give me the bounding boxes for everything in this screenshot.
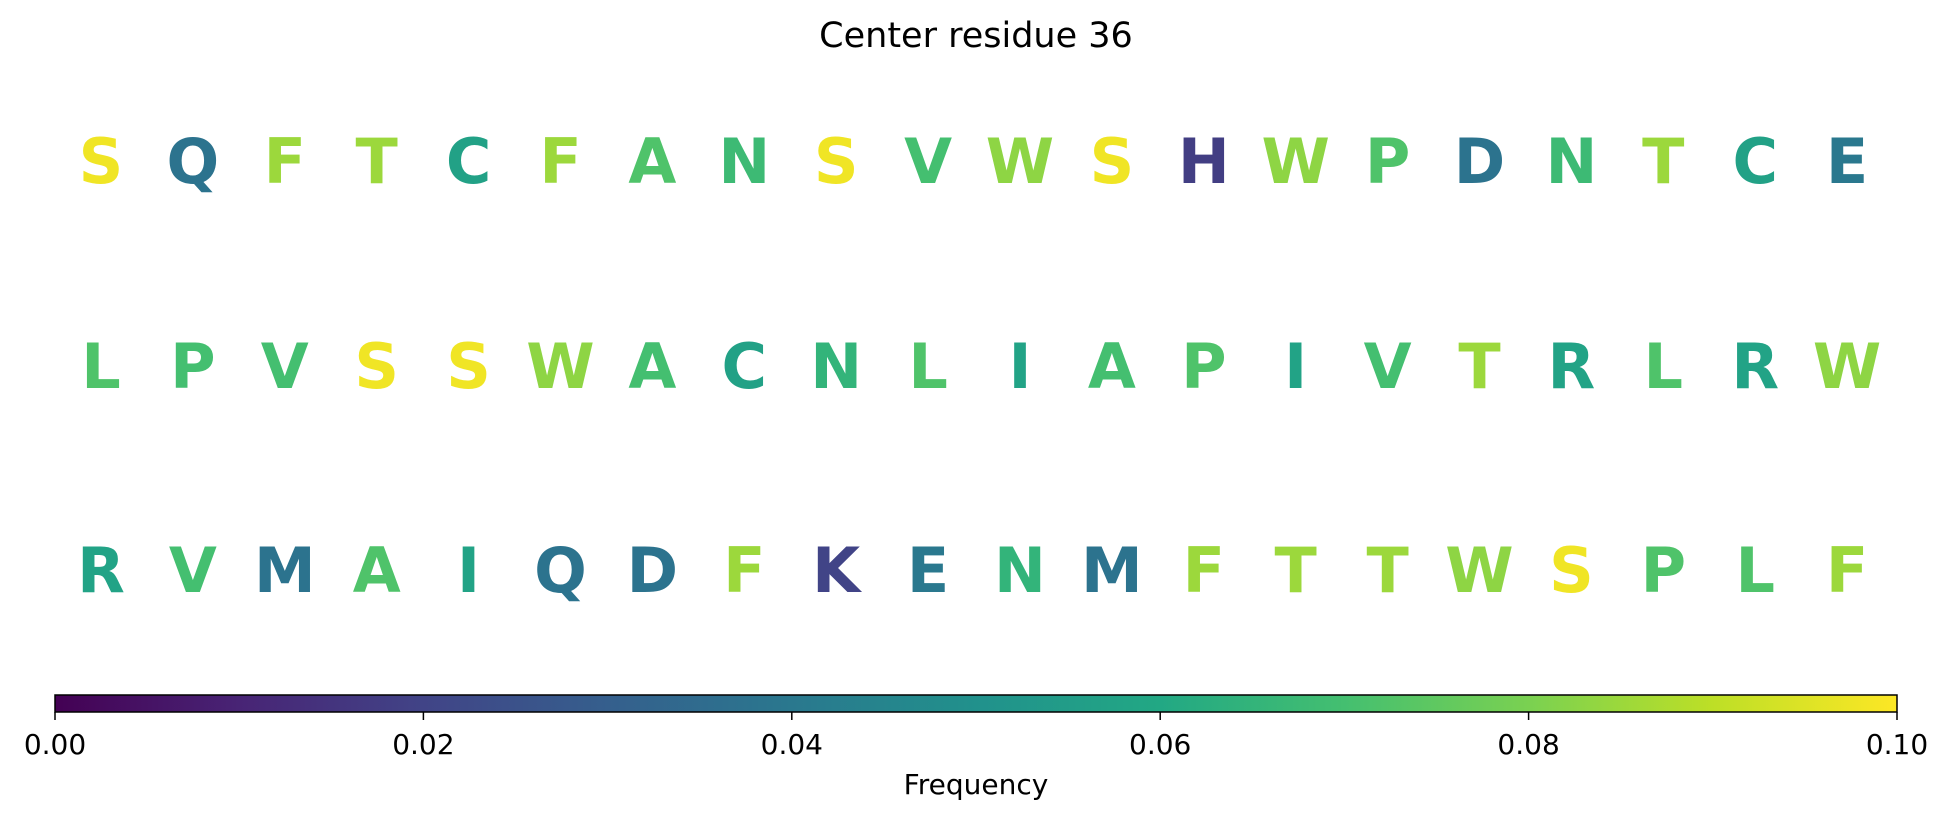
residue-letter: M: [1081, 534, 1143, 607]
chart-title: Center residue 36: [819, 16, 1133, 56]
tick-label: 0.10: [1866, 728, 1928, 761]
residue-letter: V: [1364, 330, 1412, 403]
residue-letter: T: [1642, 125, 1684, 198]
tick-label: 0.02: [392, 728, 454, 761]
residue-letter: F: [723, 534, 765, 607]
residue-letter: S: [814, 125, 859, 198]
residue-letter: F: [1183, 534, 1225, 607]
residue-letter: I: [457, 534, 480, 607]
residue-letter: E: [907, 534, 949, 607]
tick-label: 0.04: [761, 728, 823, 761]
residue-letter: R: [1731, 330, 1779, 403]
tick-label: 0.08: [1497, 728, 1559, 761]
residue-letter: Q: [167, 125, 220, 198]
residue-letter: F: [264, 125, 306, 198]
residue-letter: T: [1366, 534, 1408, 607]
residue-letter: T: [356, 125, 398, 198]
residue-letter: S: [1090, 125, 1135, 198]
residue-letter: C: [446, 125, 492, 198]
residue-letter: W: [986, 125, 1054, 198]
residue-letter: N: [810, 330, 862, 403]
residue-letter: P: [170, 330, 215, 403]
residue-letter: T: [1458, 330, 1500, 403]
residue-letter: W: [1445, 534, 1513, 607]
residue-letter: F: [1826, 534, 1868, 607]
residue-letter: A: [628, 125, 676, 198]
residue-letter: S: [79, 125, 124, 198]
residue-letter: P: [1641, 534, 1686, 607]
residue-letter: I: [1284, 330, 1307, 403]
residue-letter: A: [628, 330, 676, 403]
residue-letter: C: [722, 330, 768, 403]
residue-letter: W: [526, 330, 594, 403]
residue-letter: L: [81, 330, 121, 403]
residue-letter: I: [1008, 330, 1031, 403]
residue-letter: V: [904, 125, 952, 198]
residue-letter: D: [627, 534, 678, 607]
residue-letter: W: [1813, 330, 1881, 403]
residue-letter: L: [1644, 330, 1684, 403]
tick-label: 0.06: [1129, 728, 1191, 761]
residue-letter: L: [908, 330, 948, 403]
residue-letter: N: [718, 125, 770, 198]
residue-letter: A: [1088, 330, 1136, 403]
residue-letter: W: [1262, 125, 1330, 198]
residue-letter: S: [446, 330, 491, 403]
residue-letter: H: [1178, 125, 1230, 198]
residue-letter: C: [1732, 125, 1778, 198]
residue-letter: P: [1181, 330, 1226, 403]
residue-letter: V: [169, 534, 217, 607]
tick-label: 0.00: [24, 728, 86, 761]
residue-letter: V: [261, 330, 309, 403]
residue-letter: N: [1545, 125, 1597, 198]
residue-letter: M: [254, 534, 316, 607]
residue-letter: S: [1549, 534, 1594, 607]
residue-letter: E: [1826, 125, 1868, 198]
residue-letter: S: [354, 330, 399, 403]
residue-letter: A: [353, 534, 401, 607]
residue-letter: K: [812, 534, 862, 607]
residue-letter: F: [539, 125, 581, 198]
residue-letter: D: [1454, 125, 1505, 198]
residue-letter: N: [994, 534, 1046, 607]
residue-letter: R: [77, 534, 125, 607]
residue-letter: R: [1548, 330, 1596, 403]
residue-letter: L: [1735, 534, 1775, 607]
colorbar-label: Frequency: [904, 768, 1049, 801]
residue-letter: P: [1365, 125, 1410, 198]
residue-letter: T: [1275, 534, 1317, 607]
colorbar: [54, 694, 1898, 713]
residue-letter: Q: [534, 534, 587, 607]
